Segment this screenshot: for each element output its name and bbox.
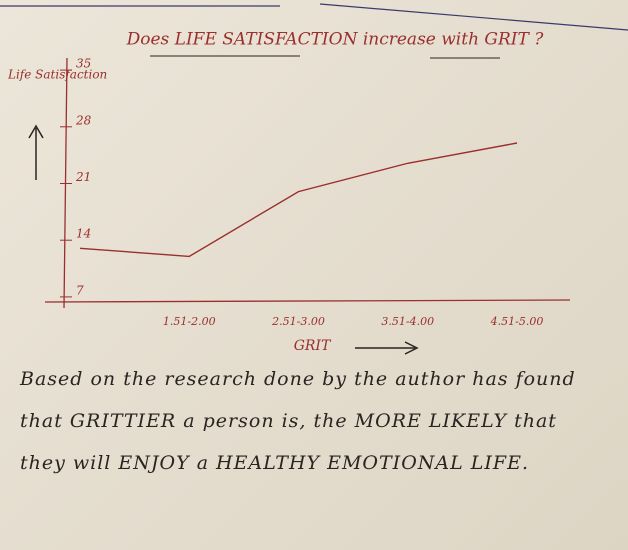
x-tick-label: 1.51-2.00 (163, 315, 216, 328)
x-tick-label: 3.51-4.00 (381, 315, 434, 328)
y-axis-label: Life Satisfaction (7, 68, 107, 82)
y-tick-label: 21 (75, 170, 91, 184)
y-tick-label: 7 (76, 283, 84, 297)
x-tick-label: 4.51-5.00 (490, 315, 544, 328)
y-tick-label: 14 (76, 227, 91, 241)
page-line (319, 3, 628, 31)
arrow (28, 124, 44, 139)
y-tick-label: 28 (75, 113, 92, 127)
annotation: Based on the research done by the author… (20, 368, 576, 474)
y-tick-label: 35 (76, 57, 91, 71)
x-axis (44, 299, 571, 303)
x-axis-label: GRIT (294, 338, 332, 354)
chart-title: Does LIFE SATISFACTION increase with GRI… (126, 30, 545, 50)
arrow (404, 341, 419, 355)
data-line (79, 142, 518, 258)
x-tick-label: 2.51-3.00 (271, 315, 325, 328)
